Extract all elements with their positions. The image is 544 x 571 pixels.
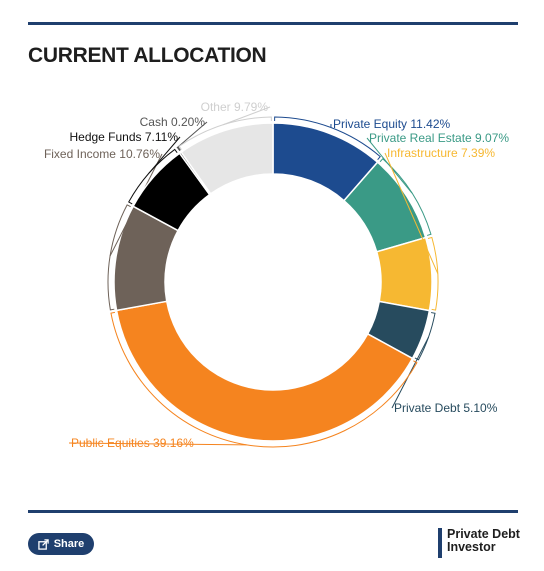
share-button[interactable]: Share (28, 533, 94, 555)
label-hedge-funds: Hedge Funds 7.11% (69, 130, 178, 144)
share-icon (37, 538, 49, 550)
label-other: Other 9.79% (201, 100, 269, 114)
brand-line-2: Investor (447, 540, 496, 554)
slice-public-equities[interactable] (115, 300, 414, 442)
label-private-real-estate: Private Real Estate 9.07% (369, 131, 509, 145)
allocation-donut-chart: Private Equity 11.42%Private Real Estate… (44, 100, 509, 450)
leader-cash (176, 121, 208, 149)
share-label: Share (53, 538, 85, 550)
leader-hedge-funds (148, 136, 181, 174)
leader-public-equities (68, 442, 247, 446)
bottom-rule (28, 510, 518, 513)
chart-title: CURRENT ALLOCATION (28, 44, 267, 67)
top-rule (28, 22, 518, 25)
leader-private-real-estate (366, 137, 413, 194)
bracket-private-equity (274, 116, 381, 160)
slice-other[interactable] (180, 122, 274, 195)
brand-line-1: Private Debt (447, 527, 520, 541)
label-cash: Cash 0.20% (140, 115, 206, 129)
label-private-debt: Private Debt 5.10% (394, 401, 498, 415)
bracket-other (178, 116, 272, 150)
label-private-equity: Private Equity 11.42% (333, 117, 451, 131)
leader-other (222, 106, 271, 126)
leader-infrastructure (384, 152, 439, 274)
brand-logo: Private Debt Investor (438, 528, 520, 558)
leader-private-debt (391, 336, 429, 409)
label-fixed-income: Fixed Income 10.76% (44, 147, 160, 161)
label-infrastructure: Infrastructure 7.39% (387, 146, 495, 160)
bracket-hedge-funds (128, 148, 178, 205)
label-public-equities: Public Equities 39.16% (71, 436, 194, 450)
